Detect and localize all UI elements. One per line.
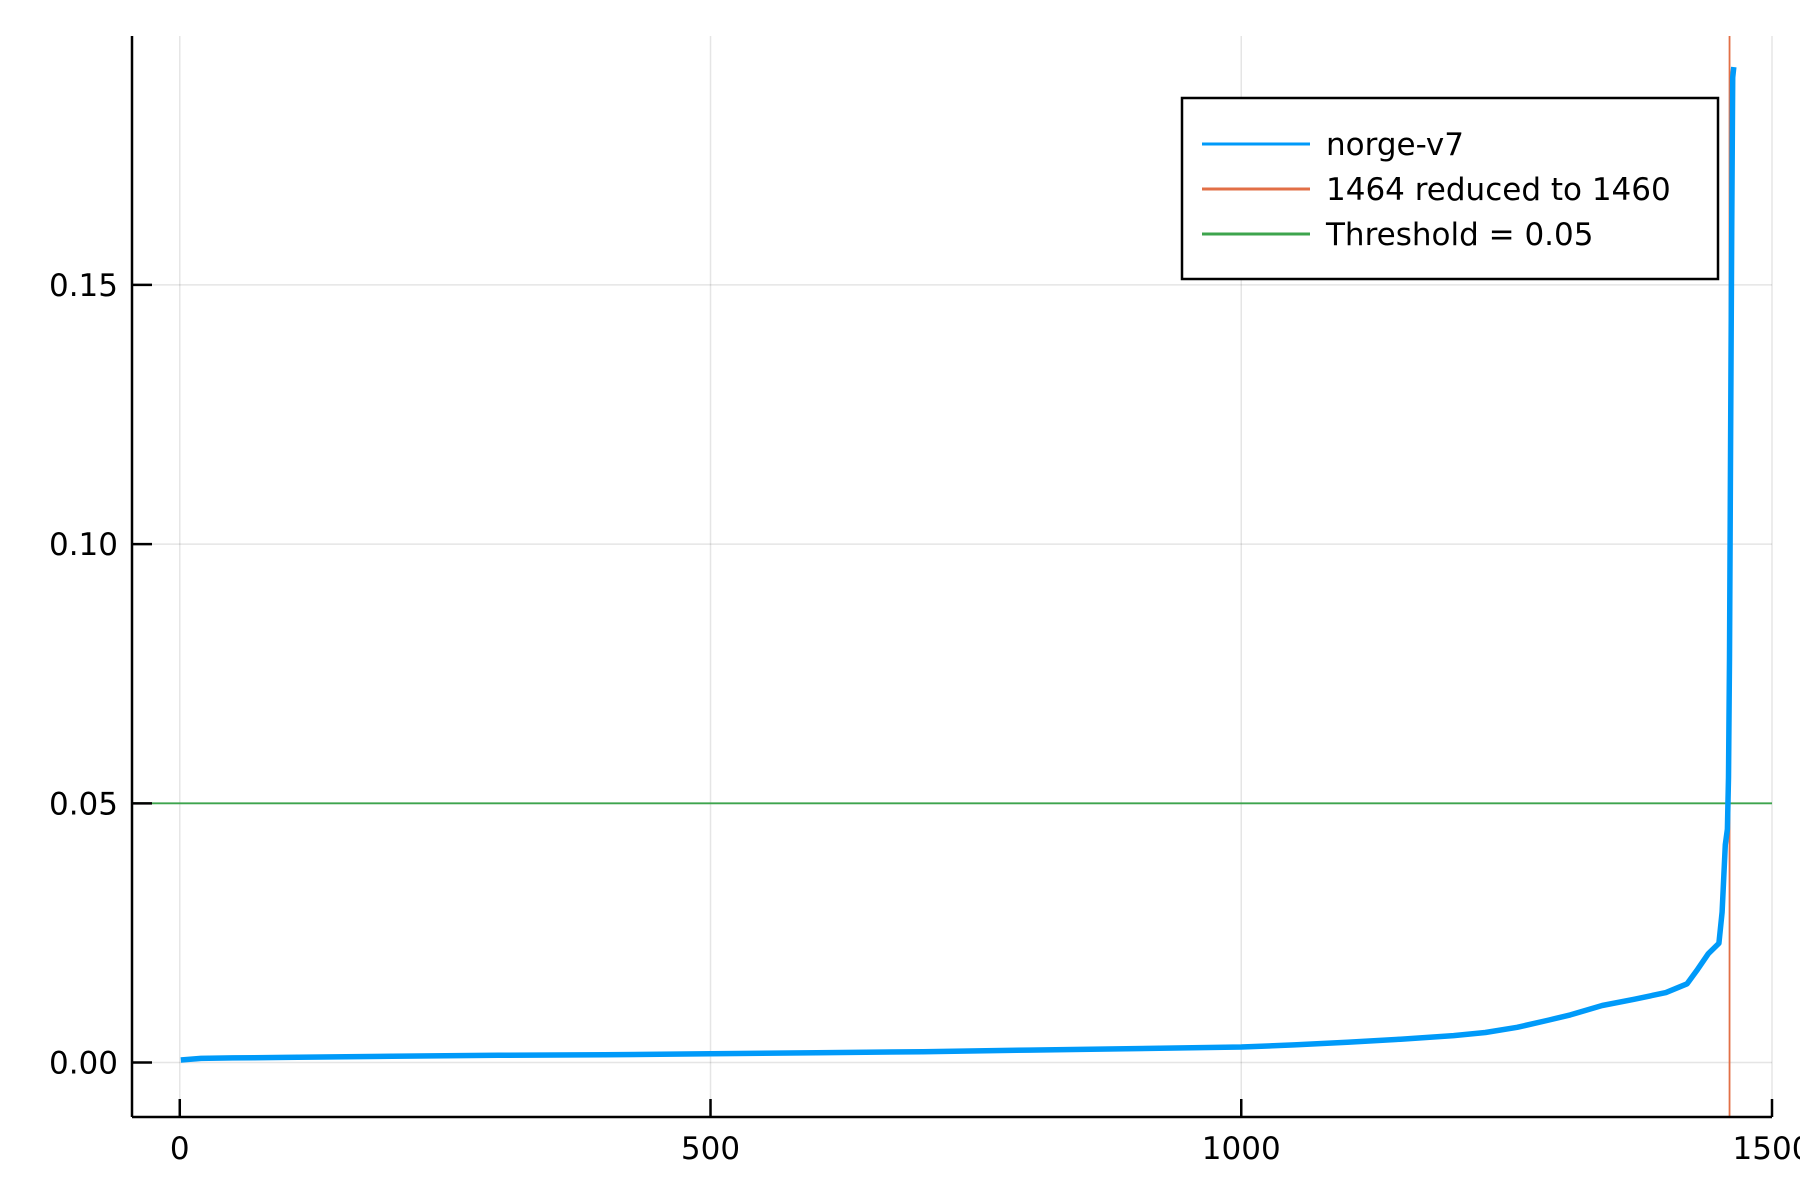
legend: norge-v7 1464 reduced to 1460 Threshold = … xyxy=(1180,96,1720,281)
axes xyxy=(130,36,1772,1119)
x-tick-label: 500 xyxy=(681,1131,740,1167)
series-line-norge-v7 xyxy=(180,66,1737,1063)
legend-label: 1464 reduced to 1460 xyxy=(1326,172,1671,208)
tick-marks xyxy=(132,283,1774,1117)
x-tick-label: 1000 xyxy=(1202,1131,1281,1167)
legend-label: Threshold = 0.05 xyxy=(1325,217,1593,253)
legend-entries: norge-v7 1464 reduced to 1460 Threshold = … xyxy=(1202,127,1671,253)
x-tick-label: 0 xyxy=(170,1131,190,1167)
y-tick-label: 0.10 xyxy=(49,527,118,563)
y-tick-label: 0.15 xyxy=(49,268,118,304)
legend-label: norge-v7 xyxy=(1326,127,1464,163)
y-tick-label: 0.00 xyxy=(49,1046,118,1082)
series-lines xyxy=(180,66,1737,1063)
y-tick-label: 0.05 xyxy=(49,786,118,822)
